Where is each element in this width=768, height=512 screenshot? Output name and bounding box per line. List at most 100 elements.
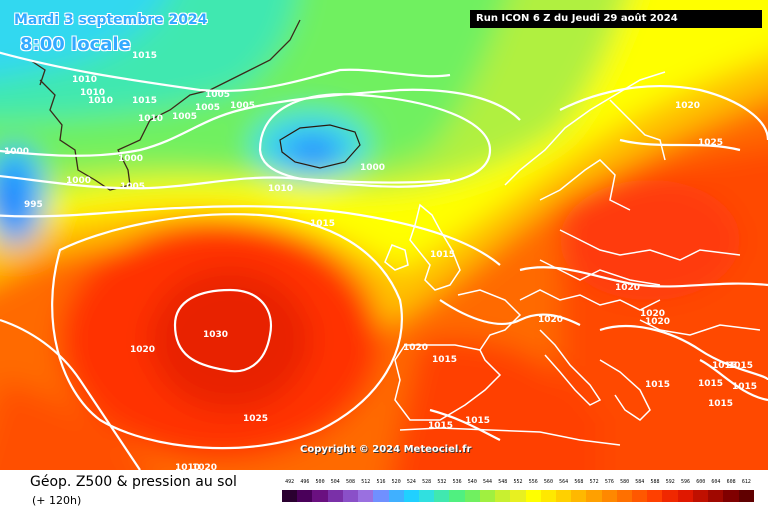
legend-value: 520 xyxy=(391,479,401,485)
map-canvas: 1015 1010 1010 1010 1015 1010 1005 1005 … xyxy=(0,0,768,470)
legend-value: 548 xyxy=(498,479,508,485)
isobar-label: 1020 xyxy=(675,101,700,111)
isobar-label: 1000 xyxy=(360,163,385,173)
legend-value: 604 xyxy=(711,479,721,485)
legend-swatch xyxy=(510,490,526,502)
isobar-label: 1020 xyxy=(615,283,640,293)
isobar-label: 1020 xyxy=(640,309,665,319)
legend-swatch xyxy=(312,490,328,502)
isobar-label: 995 xyxy=(24,200,43,210)
legend-swatch xyxy=(647,490,663,502)
isobar-label: 1015 xyxy=(430,250,455,260)
legend-value: 532 xyxy=(437,479,447,485)
legend-value: 524 xyxy=(406,479,416,485)
legend-value: 588 xyxy=(650,479,660,485)
isobar-labels: 1015 1010 1010 1010 1015 1010 1005 1005 … xyxy=(4,51,757,470)
europe-coast xyxy=(384,71,761,446)
geopotential-field xyxy=(0,0,768,470)
legend-swatch xyxy=(692,490,709,502)
isobar-label: 1015 xyxy=(708,399,733,409)
forecast-time: 8:00 locale xyxy=(20,34,131,55)
legend-value: 512 xyxy=(361,479,371,485)
isobar-label: 1025 xyxy=(698,138,723,148)
isobar-label: 1020 xyxy=(192,463,217,470)
legend-swatch xyxy=(616,490,633,502)
legend-value: 504 xyxy=(330,479,340,485)
legend-swatch xyxy=(464,490,480,502)
isobar-label: 1000 xyxy=(4,147,29,157)
isobar-label: 1015 xyxy=(132,96,157,106)
isobar-label: 1030 xyxy=(203,330,228,340)
isobar-label: 1020 xyxy=(538,315,563,325)
isobar-label: 1010 xyxy=(80,88,105,98)
isobar-label: 1010 xyxy=(88,96,113,106)
isobar-label: 1010 xyxy=(268,184,293,194)
legend-value: 608 xyxy=(726,479,736,485)
isobar-label: 1005 xyxy=(172,112,197,122)
isobar-label: 1005 xyxy=(205,90,230,100)
isobar-label: 1015 xyxy=(728,361,753,371)
legend-swatch xyxy=(358,490,374,502)
isobar-label: 1015 xyxy=(465,416,490,426)
isobar-label: 1015 xyxy=(132,51,157,61)
isobar-label: 1015 xyxy=(698,379,723,389)
isobar-label: 1010 xyxy=(72,75,97,85)
legend-value: 536 xyxy=(452,479,462,485)
legend-swatch xyxy=(586,490,602,502)
legend-swatch xyxy=(479,490,496,502)
isobar-label: 1005 xyxy=(195,103,220,113)
legend-value: 564 xyxy=(559,479,569,485)
legend-value: 600 xyxy=(696,479,706,485)
isobar-label: 1000 xyxy=(66,176,91,186)
legend-value: 584 xyxy=(635,479,645,485)
isobar-label: 1020 xyxy=(645,317,670,327)
isobar-label: 1010 xyxy=(175,463,200,470)
legend-swatch xyxy=(373,490,389,502)
isobar-label: 1015 xyxy=(712,361,737,371)
legend-swatch xyxy=(342,490,359,502)
color-legend: 492 496 500 504 508 512 516 520 524 528 532 536 540 5… xyxy=(282,479,754,509)
isobar-label: 1015 xyxy=(645,380,670,390)
run-info: Run ICON 6 Z du Jeudi 29 août 2024 xyxy=(470,10,762,28)
legend-swatch xyxy=(495,490,511,502)
copyright: Copyright © 2024 Meteociel.fr xyxy=(300,444,472,455)
legend-bar xyxy=(282,490,754,502)
isobar-label: 1015 xyxy=(432,355,457,365)
legend-value: 528 xyxy=(422,479,432,485)
isobar-label: 1010 xyxy=(138,114,163,124)
legend-swatch xyxy=(662,490,678,502)
legend-swatch xyxy=(388,490,404,502)
forecast-offset: (+ 120h) xyxy=(32,494,82,507)
legend-value: 568 xyxy=(574,479,584,485)
legend-value: 560 xyxy=(543,479,553,485)
isobars xyxy=(0,51,768,470)
weather-map: 1015 1010 1010 1010 1015 1010 1005 1005 … xyxy=(0,0,768,470)
legend-swatch xyxy=(555,490,572,502)
legend-value: 544 xyxy=(483,479,493,485)
legend-swatch xyxy=(297,490,313,502)
legend-swatch xyxy=(571,490,587,502)
isobar-label: 1005 xyxy=(230,101,255,111)
legend-value: 540 xyxy=(467,479,477,485)
map-title: Géop. Z500 & pression au sol xyxy=(30,474,237,490)
isobar-label: 1025 xyxy=(243,414,268,424)
isobar-label: 1015 xyxy=(732,382,757,392)
isobar-label: 1000 xyxy=(118,154,143,164)
legend-value: 556 xyxy=(528,479,538,485)
legend-labels: 492 496 500 504 508 512 516 520 524 528 532 536 540 5… xyxy=(282,479,754,489)
legend-swatch xyxy=(601,490,617,502)
isobar-label: 1015 xyxy=(310,219,335,229)
isobar-label: 1020 xyxy=(403,343,428,353)
legend-swatch xyxy=(723,490,739,502)
legend-value: 552 xyxy=(513,479,523,485)
legend-swatch xyxy=(677,490,693,502)
legend-value: 612 xyxy=(741,479,751,485)
legend-swatch xyxy=(403,490,419,502)
iceland-outline xyxy=(279,124,361,169)
legend-swatch xyxy=(327,490,343,502)
legend-value: 596 xyxy=(680,479,690,485)
legend-value: 496 xyxy=(300,479,310,485)
legend-swatch xyxy=(282,490,298,502)
legend-value: 508 xyxy=(346,479,356,485)
legend-swatch xyxy=(434,490,450,502)
